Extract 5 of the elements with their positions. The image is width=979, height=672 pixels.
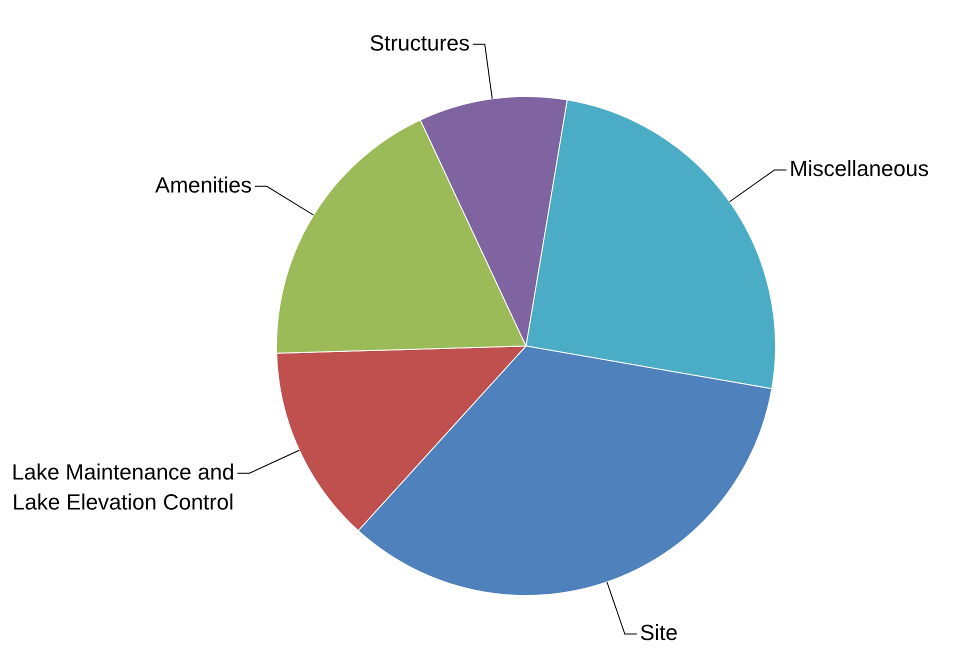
slice-label: Miscellaneous [789, 156, 929, 182]
slice-label: Site [640, 620, 678, 646]
slice-label: Amenities [155, 172, 252, 198]
slice-label: Lake Maintenance and Lake Elevation Control [12, 459, 234, 514]
slice-label: Structures [370, 30, 470, 56]
